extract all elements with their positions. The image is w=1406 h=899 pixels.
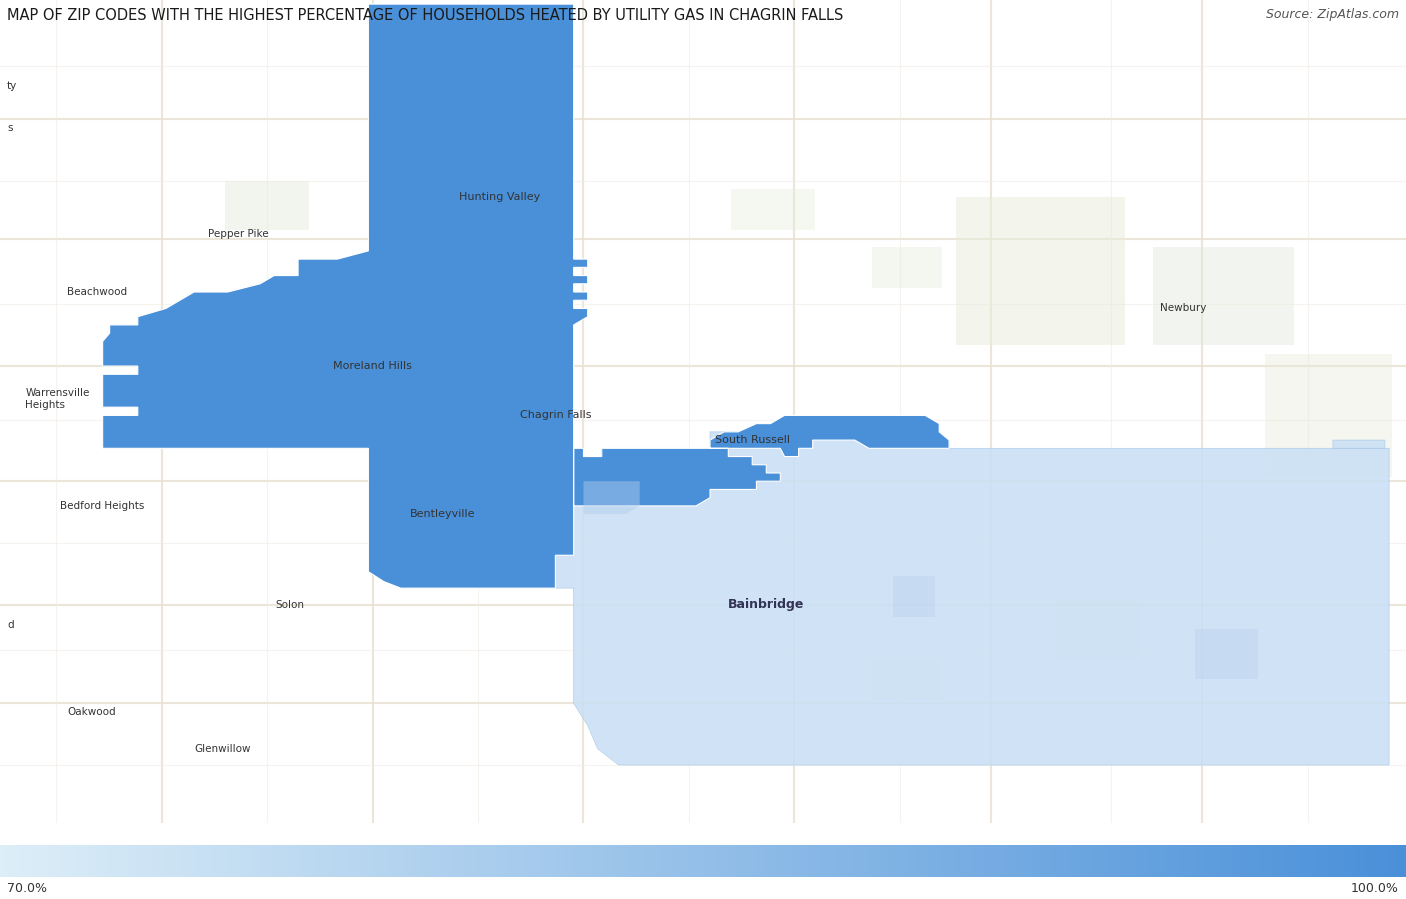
Polygon shape — [583, 481, 640, 514]
Polygon shape — [1195, 629, 1258, 679]
Text: Solon: Solon — [276, 600, 305, 610]
Bar — [956, 198, 1125, 345]
Text: Oakwood: Oakwood — [67, 707, 117, 717]
Polygon shape — [893, 576, 935, 617]
Text: Newbury: Newbury — [1160, 304, 1206, 314]
Bar — [1265, 353, 1392, 477]
Text: MAP OF ZIP CODES WITH THE HIGHEST PERCENTAGE OF HOUSEHOLDS HEATED BY UTILITY GAS: MAP OF ZIP CODES WITH THE HIGHEST PERCEN… — [7, 8, 844, 23]
Polygon shape — [103, 4, 949, 588]
Text: ty: ty — [7, 82, 17, 92]
Text: Glenwillow: Glenwillow — [194, 743, 250, 753]
Text: South Russell: South Russell — [714, 435, 790, 445]
Polygon shape — [555, 432, 1389, 765]
Text: Source: ZipAtlas.com: Source: ZipAtlas.com — [1265, 8, 1399, 22]
Text: s: s — [7, 122, 13, 132]
Text: 100.0%: 100.0% — [1351, 882, 1399, 895]
Bar — [731, 189, 815, 230]
Text: Beachwood: Beachwood — [67, 287, 128, 297]
Text: Bentleyville: Bentleyville — [411, 509, 475, 519]
Text: Warrensville
Heights: Warrensville Heights — [25, 388, 90, 410]
Text: Hunting Valley: Hunting Valley — [458, 192, 540, 202]
Bar — [225, 181, 309, 230]
Bar — [1054, 601, 1139, 658]
Text: Moreland Hills: Moreland Hills — [333, 361, 412, 371]
Text: Chagrin Falls: Chagrin Falls — [520, 411, 591, 421]
Bar — [1153, 247, 1294, 345]
Text: Bainbridge: Bainbridge — [728, 598, 804, 611]
Bar — [872, 246, 942, 288]
Text: d: d — [7, 620, 14, 630]
Text: 70.0%: 70.0% — [7, 882, 46, 895]
Text: Pepper Pike: Pepper Pike — [208, 229, 269, 239]
Text: Bedford Heights: Bedford Heights — [60, 501, 145, 511]
Bar — [872, 658, 942, 699]
